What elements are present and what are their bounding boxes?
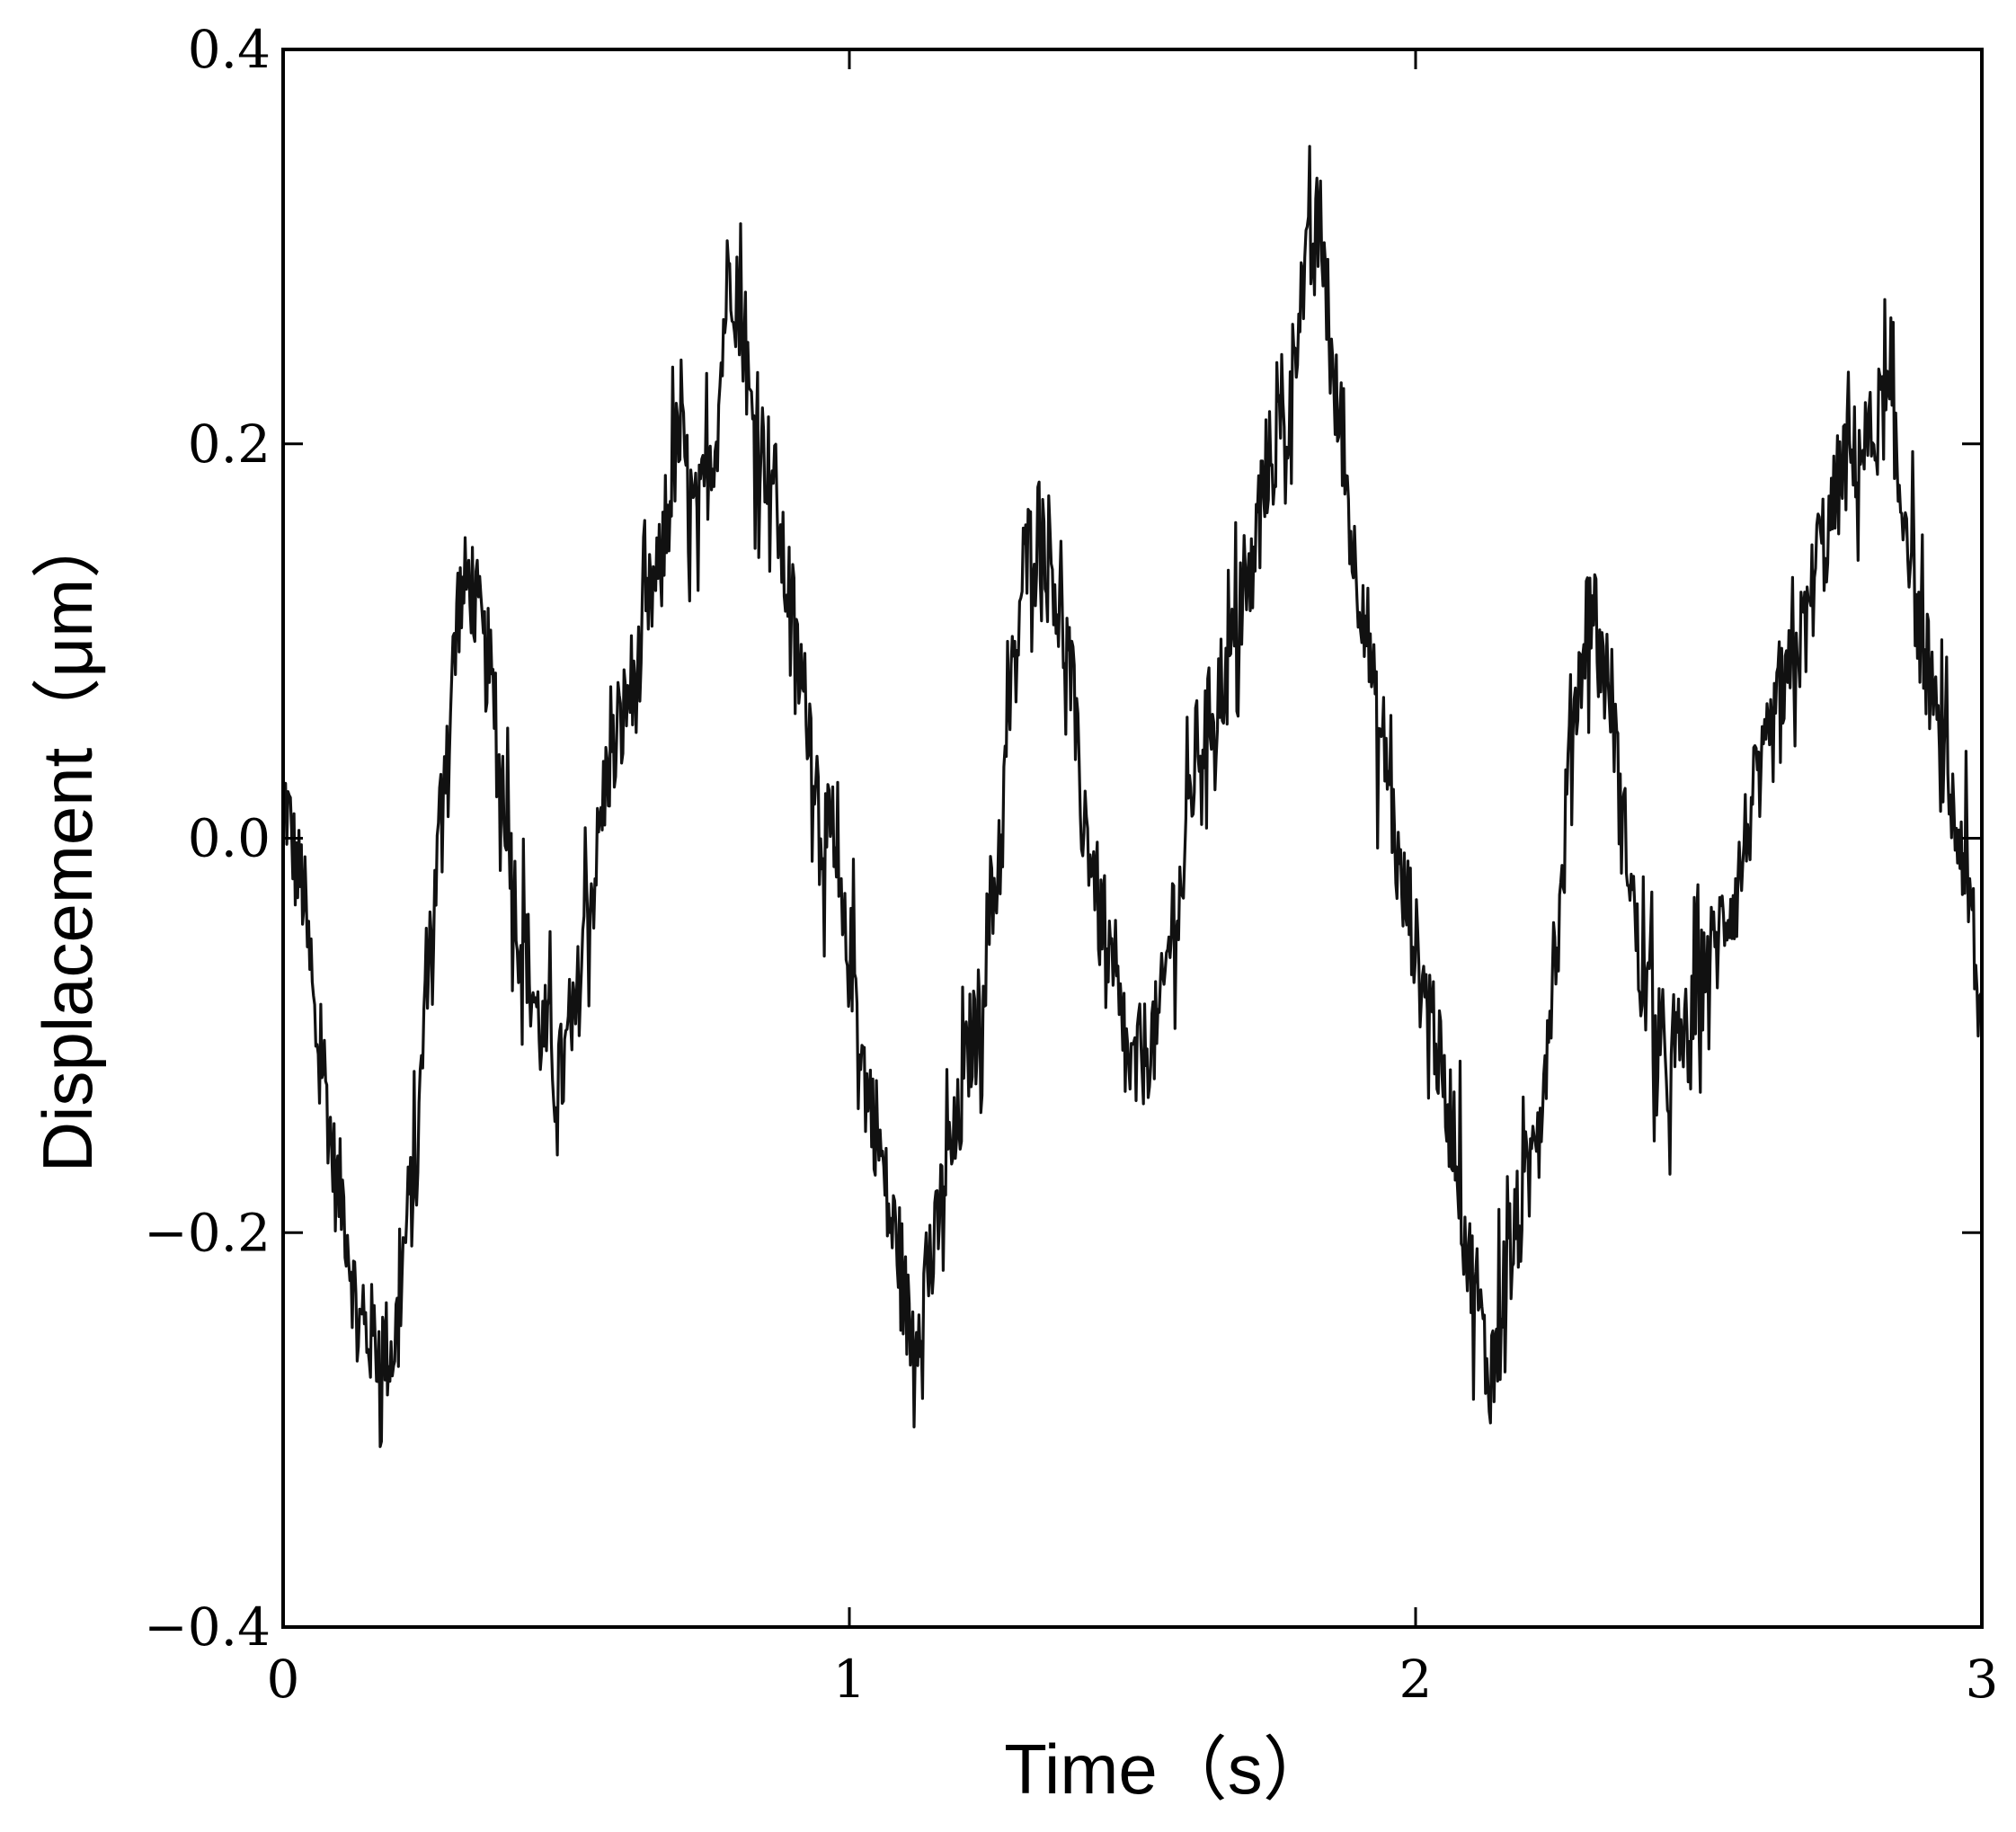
y-tick-label-1: −0.2 bbox=[144, 1202, 271, 1263]
ticks-layer: 0 1 2 3 −0.4 −0.2 0.0 0.2 0.4 bbox=[144, 19, 1998, 1710]
y-axis-title: Displacement（μm） bbox=[28, 509, 107, 1172]
x-tick-label-3: 3 bbox=[1966, 1649, 1999, 1710]
y-tick-label-2: 0.0 bbox=[188, 808, 271, 869]
x-tick-label-2: 2 bbox=[1399, 1649, 1433, 1710]
x-axis-title: Time（s） bbox=[1004, 1730, 1332, 1809]
y-tick-label-4: 0.4 bbox=[188, 19, 271, 80]
series-layer bbox=[281, 145, 1984, 1448]
x-tick-label-0: 0 bbox=[267, 1649, 300, 1710]
y-tick-label-0: −0.4 bbox=[144, 1596, 271, 1658]
x-tick-label-1: 1 bbox=[833, 1649, 866, 1710]
displacement-series-line bbox=[281, 145, 1984, 1448]
y-tick-label-3: 0.2 bbox=[188, 414, 271, 475]
plot-frame bbox=[281, 48, 1984, 1629]
